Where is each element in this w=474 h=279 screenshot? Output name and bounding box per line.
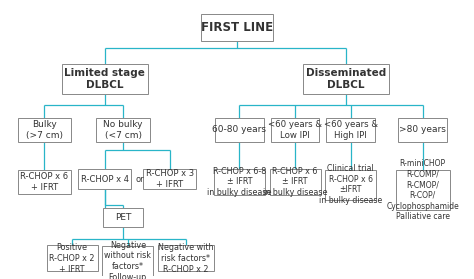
Text: R-miniCHOP
R-COMP/
R-CMOP/
R-COP/
Cyclophosphamide
Palliative care: R-miniCHOP R-COMP/ R-CMOP/ R-COP/ Cyclop… bbox=[386, 159, 459, 222]
FancyBboxPatch shape bbox=[158, 246, 214, 271]
FancyBboxPatch shape bbox=[396, 170, 449, 210]
FancyBboxPatch shape bbox=[270, 169, 320, 195]
FancyBboxPatch shape bbox=[143, 169, 196, 189]
FancyBboxPatch shape bbox=[214, 169, 265, 195]
Text: PET: PET bbox=[115, 213, 131, 222]
Text: or: or bbox=[135, 175, 144, 184]
FancyBboxPatch shape bbox=[78, 169, 131, 189]
FancyBboxPatch shape bbox=[103, 208, 143, 227]
Text: Clinical trial
R-CHOP x 6
±IFRT
in bulky disease: Clinical trial R-CHOP x 6 ±IFRT in bulky… bbox=[319, 164, 383, 205]
FancyBboxPatch shape bbox=[325, 170, 376, 200]
FancyBboxPatch shape bbox=[303, 64, 389, 94]
FancyBboxPatch shape bbox=[18, 118, 71, 142]
FancyBboxPatch shape bbox=[271, 118, 319, 142]
Text: Disseminated
DLBCL: Disseminated DLBCL bbox=[306, 68, 386, 90]
Text: R-CHOP x 6-8
± IFRT
in bulky disease: R-CHOP x 6-8 ± IFRT in bulky disease bbox=[207, 167, 272, 197]
FancyBboxPatch shape bbox=[215, 118, 264, 142]
Text: R-CHOP x 4: R-CHOP x 4 bbox=[81, 175, 128, 184]
FancyBboxPatch shape bbox=[327, 118, 375, 142]
Text: No bulky
(<7 cm): No bulky (<7 cm) bbox=[103, 120, 143, 140]
Text: <60 years &
High IPI: <60 years & High IPI bbox=[324, 120, 378, 140]
Text: R-CHOP x 3
+ IFRT: R-CHOP x 3 + IFRT bbox=[146, 169, 194, 189]
Text: Positive
R-CHOP x 2
+ IFRT: Positive R-CHOP x 2 + IFRT bbox=[49, 243, 95, 274]
Text: R-CHOP x 6
± IFRT
in bulky disease: R-CHOP x 6 ± IFRT in bulky disease bbox=[263, 167, 328, 197]
Text: 60-80 years: 60-80 years bbox=[212, 126, 266, 134]
Text: >80 years: >80 years bbox=[400, 126, 446, 134]
FancyBboxPatch shape bbox=[102, 246, 154, 276]
FancyBboxPatch shape bbox=[18, 170, 71, 194]
Text: FIRST LINE: FIRST LINE bbox=[201, 21, 273, 34]
Text: R-CHOP x 6
+ IFRT: R-CHOP x 6 + IFRT bbox=[20, 172, 68, 192]
Text: Negative with
risk factors*
R-CHOP x 2: Negative with risk factors* R-CHOP x 2 bbox=[158, 243, 214, 274]
Text: Limited stage
DLBCL: Limited stage DLBCL bbox=[64, 68, 145, 90]
Text: <60 years &
Low IPI: <60 years & Low IPI bbox=[268, 120, 322, 140]
FancyBboxPatch shape bbox=[62, 64, 147, 94]
Text: Negative
without risk
factors*
Follow-up: Negative without risk factors* Follow-up bbox=[104, 240, 151, 279]
FancyBboxPatch shape bbox=[201, 14, 273, 41]
FancyBboxPatch shape bbox=[46, 246, 98, 271]
FancyBboxPatch shape bbox=[97, 118, 150, 142]
Text: Bulky
(>7 cm): Bulky (>7 cm) bbox=[26, 120, 63, 140]
FancyBboxPatch shape bbox=[399, 118, 447, 142]
